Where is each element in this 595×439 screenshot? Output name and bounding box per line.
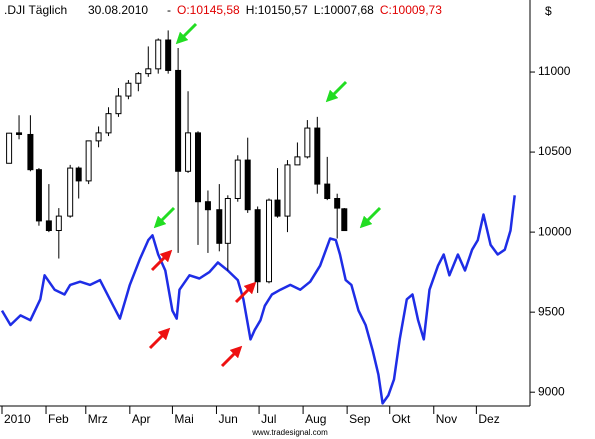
- x-tick-label: Apr: [132, 412, 151, 426]
- arrow: [148, 327, 171, 350]
- x-tick-label: Okt: [392, 412, 411, 426]
- candle-body: [27, 133, 34, 171]
- arrow: [325, 80, 348, 103]
- arrow: [153, 206, 176, 229]
- arrow: [220, 345, 243, 368]
- candle-body: [105, 113, 112, 134]
- candle-body: [294, 156, 301, 166]
- candle-body: [115, 95, 122, 115]
- chart-header: .DJI Täglich 30.08.2010 - O:10145,58 H:10…: [4, 3, 442, 17]
- separator: -: [167, 3, 171, 17]
- candle-body: [95, 132, 102, 142]
- arrow: [150, 249, 173, 272]
- candle-body: [304, 127, 311, 158]
- candle-body: [165, 39, 172, 71]
- y-tick-label: 10000: [538, 224, 572, 238]
- ohlc-label: L:10007,68: [314, 3, 374, 17]
- candle-body: [314, 127, 321, 185]
- y-tick-label: 10500: [538, 144, 572, 158]
- y-tick-label: 9500: [538, 304, 565, 318]
- candle-body: [35, 169, 42, 222]
- candle-body: [155, 39, 162, 70]
- footer: www.tradesignal.com: [251, 428, 328, 437]
- x-tick-label: Mai: [174, 412, 193, 426]
- candle-body: [55, 215, 62, 232]
- candle-body: [244, 159, 251, 211]
- ohlc-label: C:10009,73: [380, 3, 442, 17]
- candle-body: [224, 197, 231, 244]
- arrow: [359, 206, 382, 229]
- chart-title: .DJI Täglich: [4, 3, 67, 17]
- candle-body: [341, 208, 348, 232]
- candle-body: [324, 183, 331, 199]
- candle-body: [45, 220, 52, 232]
- candle-body: [266, 199, 273, 283]
- x-tick-label: Jul: [261, 412, 276, 426]
- x-tick-label: 2010: [4, 412, 31, 426]
- y-tick-label: 11000: [538, 64, 571, 78]
- ohlc-label: O:10145,58: [177, 3, 240, 17]
- candle-body: [85, 140, 92, 182]
- y-unit: $: [545, 4, 552, 18]
- overlay-line: [0, 195, 516, 405]
- candle-body: [6, 132, 13, 164]
- chart-date: 30.08.2010: [88, 3, 148, 17]
- y-tick-label: 9000: [538, 384, 565, 398]
- candle-body: [145, 68, 152, 75]
- candle-body: [135, 73, 142, 84]
- candle-body: [334, 197, 341, 209]
- candle-body: [67, 167, 74, 217]
- candle-body: [125, 82, 132, 97]
- annotation-arrows: [148, 22, 382, 368]
- candle-body: [284, 164, 291, 217]
- x-tick-label: Feb: [48, 412, 69, 426]
- candle-body: [274, 199, 281, 217]
- candle-body: [75, 167, 82, 182]
- x-tick-label: Dez: [478, 412, 499, 426]
- candle-body: [216, 209, 223, 244]
- arrow: [234, 281, 257, 304]
- candle-body: [234, 159, 241, 199]
- ohlc-label: H:10150,57: [246, 3, 308, 17]
- x-tick-label: Aug: [305, 412, 326, 426]
- candle-body: [185, 132, 192, 172]
- candle-body: [16, 132, 23, 135]
- x-tick-label: Nov: [436, 412, 457, 426]
- candle-body: [194, 132, 201, 203]
- x-tick-label: Mrz: [88, 412, 108, 426]
- candle-body: [204, 201, 211, 211]
- candle-body: [254, 209, 261, 283]
- x-tick-label: Jun: [218, 412, 237, 426]
- x-tick-label: Sep: [349, 412, 371, 426]
- candle-body: [175, 69, 182, 172]
- arrow: [175, 22, 198, 45]
